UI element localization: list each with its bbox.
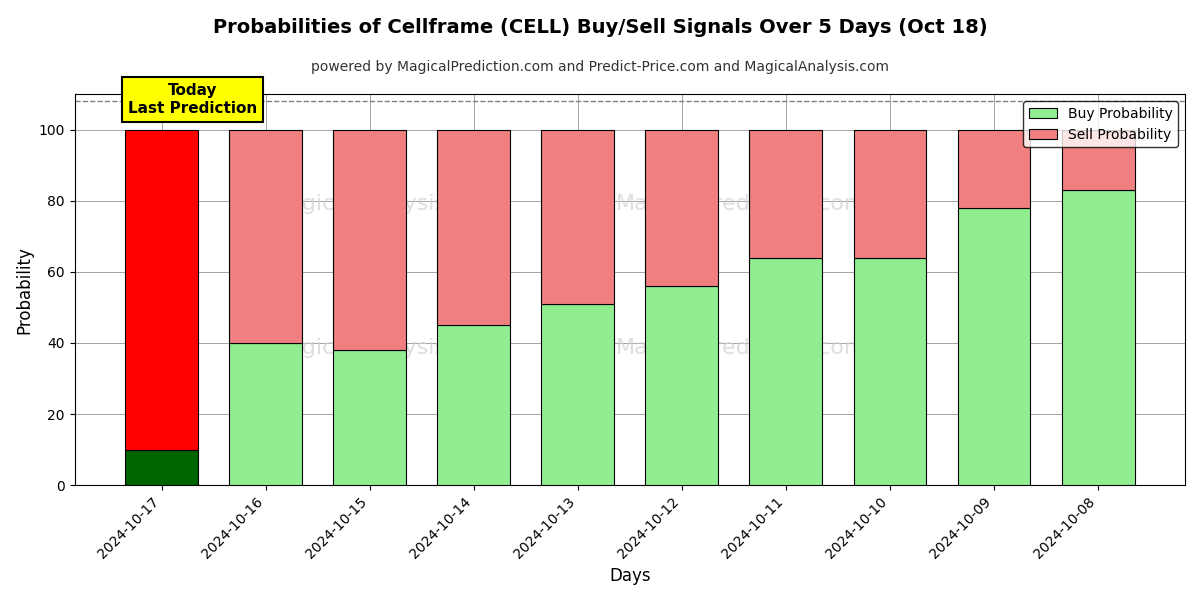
- Bar: [125, 449, 198, 485]
- Text: powered by MagicalPrediction.com and Predict-Price.com and MagicalAnalysis.com: powered by MagicalPrediction.com and Pre…: [311, 60, 889, 74]
- Bar: [958, 208, 1031, 485]
- Bar: [750, 130, 822, 257]
- Text: Today
Last Prediction: Today Last Prediction: [128, 83, 257, 116]
- Bar: [437, 130, 510, 325]
- Bar: [646, 130, 719, 286]
- Text: MagicalPrediction.com: MagicalPrediction.com: [616, 338, 866, 358]
- Bar: [853, 257, 926, 485]
- Bar: [1062, 130, 1134, 190]
- Bar: [853, 130, 926, 257]
- Bar: [646, 286, 719, 485]
- Text: Probabilities of Cellframe (CELL) Buy/Sell Signals Over 5 Days (Oct 18): Probabilities of Cellframe (CELL) Buy/Se…: [212, 18, 988, 37]
- Legend: Buy Probability, Sell Probability: Buy Probability, Sell Probability: [1024, 101, 1178, 147]
- Bar: [125, 130, 198, 449]
- Text: MagicalAnalysis.com: MagicalAnalysis.com: [270, 194, 502, 214]
- Text: MagicalAnalysis.com: MagicalAnalysis.com: [270, 338, 502, 358]
- Bar: [437, 325, 510, 485]
- Bar: [541, 130, 614, 304]
- Bar: [334, 350, 406, 485]
- Bar: [229, 343, 302, 485]
- X-axis label: Days: Days: [610, 567, 650, 585]
- Bar: [229, 130, 302, 343]
- Bar: [750, 257, 822, 485]
- Bar: [541, 304, 614, 485]
- Bar: [334, 130, 406, 350]
- Bar: [958, 130, 1031, 208]
- Y-axis label: Probability: Probability: [16, 246, 34, 334]
- Text: MagicalPrediction.com: MagicalPrediction.com: [616, 194, 866, 214]
- Bar: [1062, 190, 1134, 485]
